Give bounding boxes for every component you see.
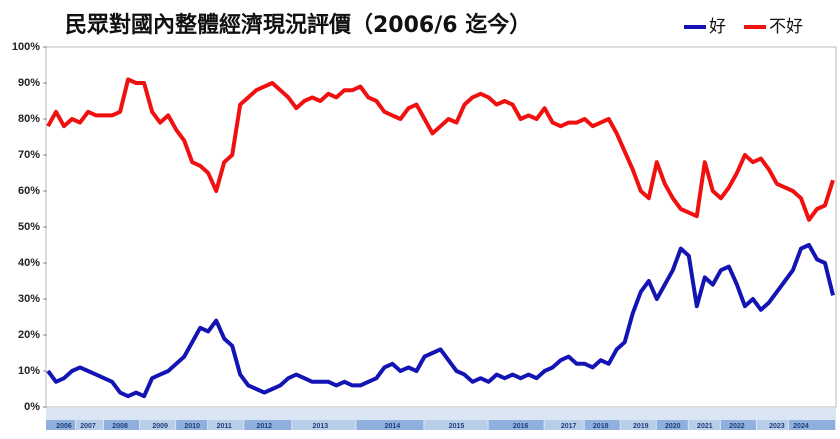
year-segment: [76, 420, 104, 430]
x-tick-label: 2007: [80, 423, 96, 430]
year-segment: [104, 420, 140, 430]
year-segment: [544, 420, 584, 430]
y-tick-label: 50%: [18, 221, 40, 233]
year-segment: [720, 420, 756, 430]
x-tick-label: 2014: [385, 423, 401, 430]
year-segment: [688, 420, 720, 430]
line-series: [46, 243, 835, 399]
year-segment: [756, 420, 788, 430]
x-tick-label: 2013: [313, 423, 329, 430]
line-series: [46, 77, 835, 222]
year-segment: [208, 420, 244, 430]
year-segment: [656, 420, 688, 430]
y-tick-label: 100%: [12, 41, 40, 53]
x-tick-label: 2022: [729, 423, 745, 430]
x-tick-label: 2018: [593, 423, 609, 430]
year-segment: [424, 420, 488, 430]
x-tick-label: 2024: [793, 423, 809, 430]
y-tick-label: 60%: [18, 185, 40, 197]
x-tick-label: 2020: [665, 423, 681, 430]
y-tick-label: 40%: [18, 257, 40, 269]
year-segment: [356, 420, 424, 430]
y-tick-label: 30%: [18, 293, 40, 305]
year-segment: [140, 420, 176, 430]
y-tick-label: 90%: [18, 77, 40, 89]
x-tick-label: 2019: [633, 423, 649, 430]
x-tick-label: 2016: [513, 423, 529, 430]
year-segment: [176, 420, 208, 430]
legend-label: 好: [709, 17, 726, 37]
year-segment: [584, 420, 620, 430]
y-tick-label: 0%: [24, 401, 40, 413]
x-tick-label: 2006: [56, 423, 72, 430]
y-tick-label: 80%: [18, 113, 40, 125]
x-tick-label: 2023: [769, 423, 785, 430]
plot-area: [45, 46, 837, 408]
y-tick-label: 10%: [18, 365, 40, 377]
chart-title: 民眾對國內整體經濟現況評價（2006/6 迄今）: [65, 12, 531, 38]
legend-label: 不好: [769, 17, 803, 37]
x-tick-label: 2011: [217, 423, 232, 430]
year-segment: [244, 420, 292, 430]
y-tick-label: 20%: [18, 329, 40, 341]
year-segment: [46, 420, 76, 430]
x-tick-label: 2008: [112, 423, 128, 430]
year-segment: [292, 420, 356, 430]
x-tick-label: 2017: [561, 423, 577, 430]
x-tick-label: 2009: [152, 423, 168, 430]
x-tick-label: 2012: [256, 423, 272, 430]
year-segment: [620, 420, 656, 430]
x-tick-label: 2021: [697, 423, 713, 430]
year-segment: [788, 420, 835, 430]
x-tick-label: 2010: [184, 423, 200, 430]
year-segment: [488, 420, 544, 430]
y-tick-label: 70%: [18, 149, 40, 161]
x-tick-label: 2015: [449, 423, 465, 430]
